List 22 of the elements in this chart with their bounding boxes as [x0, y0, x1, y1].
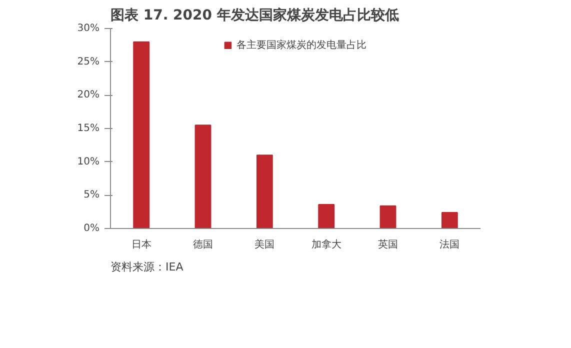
text: 资料来源：IEA [110, 260, 184, 274]
x-tick-label: 日本 [131, 238, 152, 250]
y-tick-label: 0% [84, 223, 100, 234]
y-tick-label: 15% [77, 123, 100, 134]
legend-label: 各主要国家煤炭的发电量占比 [236, 38, 366, 52]
bar [194, 124, 212, 228]
chart-title: 图表 17. 2020 年发达国家煤炭发电占比较低 [110, 6, 399, 24]
x-tick-label: 德国 [193, 240, 213, 250]
y-tick-label: 5% [84, 190, 100, 201]
y-tick-label: 25% [77, 56, 100, 68]
bar [380, 205, 396, 228]
y-tick-label: 20% [77, 90, 100, 101]
x-tick-label: 美国 [254, 238, 275, 250]
y-tick-label: 10% [77, 156, 100, 168]
x-tick-label: 法国 [440, 238, 460, 250]
bar [441, 212, 458, 228]
bar [318, 204, 335, 228]
bar [256, 154, 273, 228]
bar [133, 41, 150, 228]
y-tick-label: 30% [77, 23, 100, 34]
x-tick-label: 加拿大 [311, 238, 342, 250]
x-tick-label: 英国 [378, 238, 398, 250]
